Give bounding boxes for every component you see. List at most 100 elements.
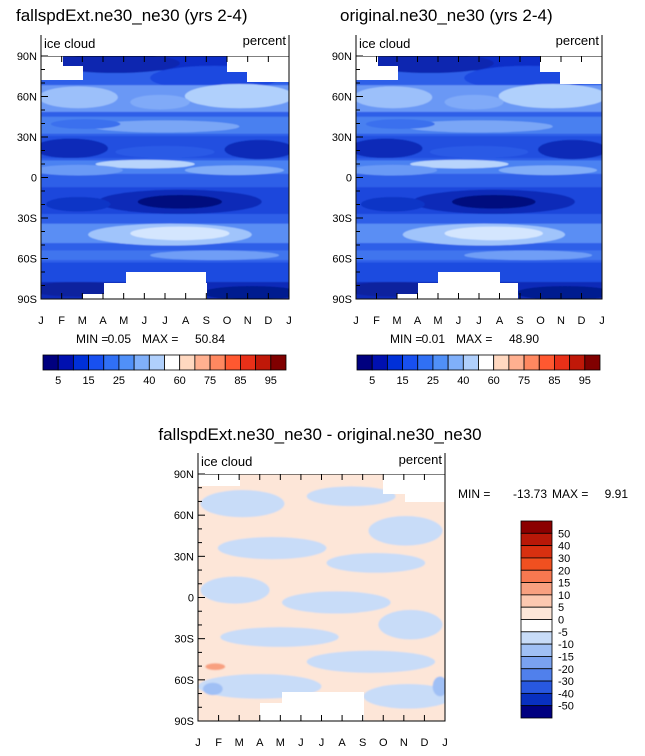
colorbar-label: -20 xyxy=(558,664,574,676)
colorbar-label: 60 xyxy=(174,375,186,387)
x-tick-label: O xyxy=(379,737,388,749)
x-tick-label: F xyxy=(215,737,222,749)
x-tick-label: A xyxy=(256,737,264,749)
y-axis: 90N 60N 30N 0 30S 60S 90S xyxy=(17,51,48,306)
colorbar-swatch xyxy=(462,354,479,371)
x-tick-label: A xyxy=(182,315,190,327)
x-tick-label: S xyxy=(359,737,366,749)
panel-title: fallspdExt.ne30_ne30 (yrs 2-4) xyxy=(16,6,248,25)
max-value: 50.84 xyxy=(195,332,225,346)
colorbar-swatch xyxy=(417,354,434,371)
x-tick-label: J xyxy=(286,315,292,327)
x-tick-label: J xyxy=(38,315,44,327)
colorbar-label: 5 xyxy=(55,375,61,387)
colorbar-label: 20 xyxy=(558,565,570,577)
colorbar-label: 95 xyxy=(579,375,591,387)
y-axis: 90N 60N 30N 0 30S 60S 90S xyxy=(174,469,205,728)
colorbar-label: 50 xyxy=(558,528,570,540)
y-tick-label: 30S xyxy=(17,213,37,225)
colorbar-swatch xyxy=(386,354,403,371)
x-tick-label: J xyxy=(195,737,201,749)
colorbar-swatch xyxy=(371,354,388,371)
y-tick-label: 30S xyxy=(174,634,194,646)
colorbar-label: -40 xyxy=(558,688,574,700)
x-tick-label: A xyxy=(99,315,107,327)
y-tick-label: 30N xyxy=(174,551,194,563)
colorbar-swatch xyxy=(179,354,196,371)
colorbar-label: 60 xyxy=(488,375,500,387)
x-tick-label: M xyxy=(276,737,285,749)
x-tick-label: J xyxy=(142,315,148,327)
colorbar-swatch xyxy=(478,354,495,371)
x-tick-label: F xyxy=(373,315,380,327)
x-tick-label: A xyxy=(338,737,346,749)
y-tick-label: 30N xyxy=(332,132,352,144)
colorbar-label: 75 xyxy=(518,375,530,387)
panel-title: original.ne30_ne30 (yrs 2-4) xyxy=(340,6,553,25)
colorbar-swatch xyxy=(194,354,211,371)
max-value: 9.91 xyxy=(605,487,629,501)
colorbar-swatch xyxy=(209,354,226,371)
colorbar-swatch xyxy=(72,354,89,371)
x-tick-label: M xyxy=(433,315,442,327)
colorbar-swatch xyxy=(538,354,555,371)
colorbar-swatch xyxy=(520,692,553,707)
max-label: MAX = xyxy=(552,487,588,501)
x-tick-label: J xyxy=(298,737,304,749)
variable-label: ice cloud xyxy=(359,36,410,51)
colorbar-swatch xyxy=(148,354,165,371)
colorbar-swatch xyxy=(520,606,553,620)
y-tick-label: 60S xyxy=(332,254,352,266)
x-tick-label: N xyxy=(557,315,565,327)
x-tick-label: O xyxy=(223,315,232,327)
y-tick-label: 90S xyxy=(174,716,194,728)
colorbar-swatch xyxy=(224,354,241,371)
variable-label: ice cloud xyxy=(201,454,252,469)
colorbar-swatch xyxy=(523,354,540,371)
colorbar-label: 95 xyxy=(265,375,277,387)
y-tick-label: 30S xyxy=(332,213,352,225)
colorbar-label: 85 xyxy=(548,375,560,387)
x-tick-label: S xyxy=(516,315,523,327)
colorbar-label: 10 xyxy=(558,590,570,602)
min-value: 0.01 xyxy=(422,332,446,346)
x-tick-label: A xyxy=(414,315,422,327)
colorbar-label: 85 xyxy=(234,375,246,387)
x-tick-label: M xyxy=(392,315,401,327)
x-tick-label: A xyxy=(496,315,504,327)
y-tick-label: 60N xyxy=(332,92,352,104)
colorbar-swatch xyxy=(520,557,553,571)
colorbar-label: 25 xyxy=(427,375,439,387)
min-label: MIN = xyxy=(458,487,490,501)
colorbar-label: 40 xyxy=(558,541,570,553)
units-label: percent xyxy=(399,452,443,467)
colorbar-label: -5 xyxy=(558,627,568,639)
variable-label: ice cloud xyxy=(44,36,95,51)
colorbar-label: 75 xyxy=(204,375,216,387)
colorbar-swatch xyxy=(554,354,571,371)
max-label: MAX = xyxy=(456,332,492,346)
colorbar-label: 30 xyxy=(558,553,570,565)
colorbar-label: 15 xyxy=(558,578,570,590)
x-tick-label: M xyxy=(119,315,128,327)
contour-field xyxy=(41,56,289,299)
x-tick-label: N xyxy=(244,315,252,327)
y-tick-label: 30N xyxy=(17,132,37,144)
x-tick-label: J xyxy=(476,315,482,327)
y-tick-label: 90N xyxy=(174,469,194,481)
x-tick-label: M xyxy=(235,737,244,749)
x-tick-label: F xyxy=(58,315,65,327)
y-tick-label: 90S xyxy=(17,294,37,306)
y-tick-label: 60N xyxy=(174,510,194,522)
y-tick-label: 0 xyxy=(346,173,352,185)
colorbar-label: 40 xyxy=(457,375,469,387)
colorbar-swatch xyxy=(88,354,105,371)
colorbar-swatch xyxy=(520,643,553,657)
colorbar-swatch xyxy=(57,354,74,371)
colorbar-swatch xyxy=(520,619,553,633)
y-tick-label: 90N xyxy=(17,51,37,63)
panel-difference: fallspdExt.ne30_ne30 - original.ne30_ne3… xyxy=(158,425,628,749)
